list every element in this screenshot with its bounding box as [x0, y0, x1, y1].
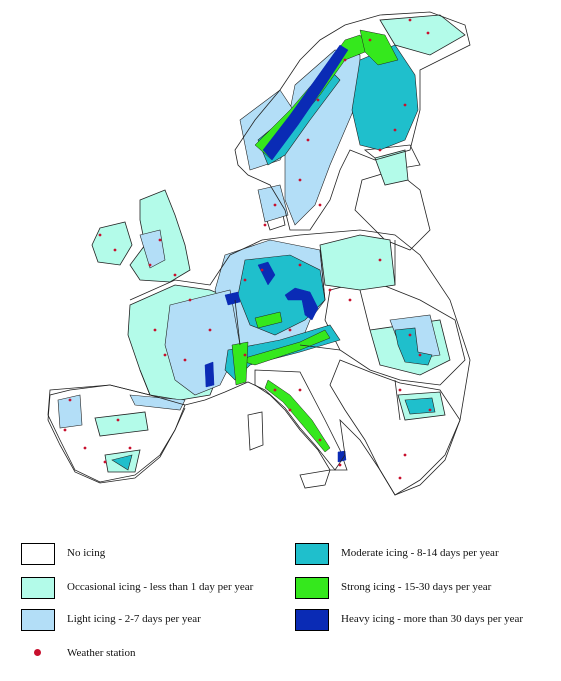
legend-item-strong: Strong icing - 15-30 days per year	[295, 577, 555, 601]
weather-station-dot	[403, 453, 407, 457]
legend-item-moderate: Moderate icing - 8-14 days per year	[295, 543, 555, 567]
weather-station-dot	[153, 328, 157, 332]
weather-station-dot	[378, 258, 382, 262]
weather-station-dot	[348, 298, 352, 302]
weather-station-dot	[378, 148, 382, 152]
weather-station-dot	[426, 31, 430, 35]
heavy-icing-areas	[204, 44, 349, 463]
weather-station-dot	[328, 288, 332, 292]
weather-station-dot	[113, 248, 117, 252]
weather-station-dot	[260, 268, 264, 272]
legend-swatch-heavy	[295, 609, 329, 631]
weather-station-dot	[148, 263, 152, 267]
weather-station-dot	[298, 263, 302, 267]
weather-station-dot	[103, 460, 107, 464]
weather-station-dot	[403, 103, 407, 107]
weather-station-dot	[128, 446, 132, 450]
weather-station-dot	[63, 428, 67, 432]
weather-station-dot	[428, 408, 432, 412]
legend-label-station: Weather station	[67, 647, 136, 659]
weather-station-dot	[208, 328, 212, 332]
weather-station-dot	[298, 388, 302, 392]
weather-station-dot	[83, 446, 87, 450]
legend-label-heavy: Heavy icing - more than 30 days per year	[341, 613, 524, 625]
legend-label-no-icing: No icing	[67, 547, 106, 559]
legend-label-moderate: Moderate icing - 8-14 days per year	[341, 547, 499, 559]
legend-swatch-strong	[295, 577, 329, 599]
weather-station-dot	[273, 388, 277, 392]
weather-station-dot	[273, 203, 277, 207]
weather-station-dot	[68, 398, 72, 402]
weather-station-dot	[316, 98, 320, 102]
country-borders	[47, 11, 471, 496]
weather-station-dot	[288, 408, 292, 412]
weather-station-dot	[183, 358, 187, 362]
legend-item-light: Light icing - 2-7 days per year	[21, 609, 281, 633]
legend-item-no-icing: No icing	[21, 543, 281, 567]
weather-station-dot	[408, 18, 412, 22]
legend-swatch-occasional	[21, 577, 55, 599]
weather-station-dot	[298, 178, 302, 182]
europe-icing-map	[47, 11, 471, 496]
weather-station-dot	[243, 353, 247, 357]
weather-station-icon	[34, 649, 41, 656]
weather-station-dot	[368, 38, 372, 42]
legend-item-heavy: Heavy icing - more than 30 days per year	[295, 609, 557, 633]
legend-label-light: Light icing - 2-7 days per year	[67, 613, 201, 625]
weather-station-dot	[243, 278, 247, 282]
weather-station-dot	[318, 203, 322, 207]
weather-station-dot	[338, 463, 342, 467]
weather-station-dot	[408, 333, 412, 337]
weather-station-dot	[393, 128, 397, 132]
weather-station-dot	[158, 238, 162, 242]
weather-station-dot	[288, 328, 292, 332]
weather-station-dot	[318, 438, 322, 442]
legend-label-strong: Strong icing - 15-30 days per year	[341, 581, 492, 593]
weather-station-dot	[343, 58, 347, 62]
weather-stations	[63, 18, 432, 480]
legend-swatch-light	[21, 609, 55, 631]
weather-station-dot	[398, 476, 402, 480]
legend-item-station: Weather station	[21, 643, 221, 667]
legend-swatch-moderate	[295, 543, 329, 565]
weather-station-dot	[418, 353, 422, 357]
legend-item-occasional: Occasional icing - less than 1 day per y…	[21, 577, 291, 601]
weather-station-dot	[98, 233, 102, 237]
weather-station-dot	[398, 388, 402, 392]
weather-station-dot	[163, 353, 167, 357]
weather-station-dot	[306, 138, 310, 142]
weather-station-dot	[116, 418, 120, 422]
weather-station-dot	[188, 298, 192, 302]
weather-station-dot	[263, 223, 267, 227]
legend-swatch-no-icing	[21, 543, 55, 565]
weather-station-dot	[173, 273, 177, 277]
legend-label-occasional: Occasional icing - less than 1 day per y…	[67, 581, 254, 593]
